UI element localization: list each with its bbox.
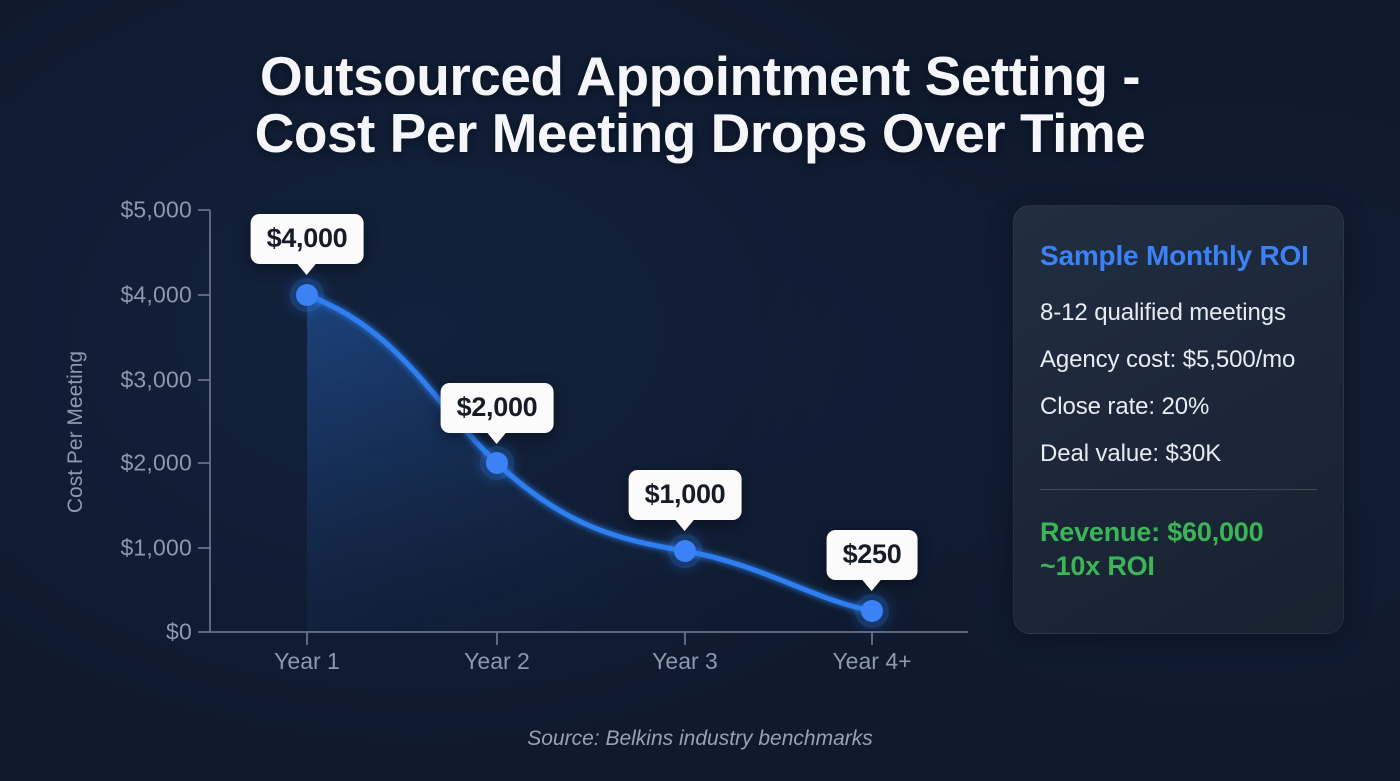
marker-year-1[interactable] <box>296 284 318 306</box>
chart-plot-svg <box>198 209 968 645</box>
y-axis-title: Cost Per Meeting <box>64 350 87 514</box>
data-label-year-4-plus: $250 <box>826 530 918 591</box>
y-tick-label: $2,000 <box>120 449 192 476</box>
page-title-line-1: Outsourced Appointment Setting - <box>259 45 1141 107</box>
line-chart: $5,000 $4,000 $3,000 $2,000 $1,000 $0 Co… <box>64 196 968 674</box>
y-tick-label: $3,000 <box>120 366 192 393</box>
y-tick-label: $5,000 <box>120 196 192 223</box>
x-tick-label-year-1: Year 1 <box>274 648 340 674</box>
chart-line-series <box>304 292 875 614</box>
roi-stat-agency-cost: Agency cost: $5,500/mo <box>1040 346 1296 373</box>
y-tick-label: $0 <box>166 618 192 645</box>
x-tick-label-year-2: Year 2 <box>464 648 530 674</box>
marker-year-4-plus[interactable] <box>861 600 883 622</box>
marker-year-2[interactable] <box>486 452 508 474</box>
data-label-year-2: $2,000 <box>440 383 554 444</box>
chart-markers <box>290 278 889 628</box>
x-axis <box>210 631 968 645</box>
data-label-year-1: $4,000 <box>250 214 364 275</box>
x-tick-label-year-3: Year 3 <box>652 648 718 674</box>
roi-stat-meetings: 8-12 qualified meetings <box>1040 299 1286 326</box>
chart-area-fill <box>307 295 872 632</box>
marker-year-3[interactable] <box>674 540 696 562</box>
roi-panel-title: Sample Monthly ROI <box>1040 240 1309 271</box>
sample-monthly-roi-panel: Sample Monthly ROI 8-12 qualified meetin… <box>1013 205 1344 634</box>
x-tick-label-year-4-plus: Year 4+ <box>832 648 912 674</box>
roi-revenue-highlight: Revenue: $60,000 <box>1040 517 1264 547</box>
source-caption: Source: Belkins industry benchmarks <box>527 727 873 750</box>
roi-panel-divider <box>1040 489 1317 490</box>
page-title-line-2: Cost Per Meeting Drops Over Time <box>254 102 1146 165</box>
y-axis <box>198 209 211 633</box>
data-label-year-3: $1,000 <box>628 470 742 531</box>
roi-stat-deal-value: Deal value: $30K <box>1040 440 1222 467</box>
y-tick-label: $4,000 <box>120 281 192 308</box>
roi-multiple-highlight: ~10x ROI <box>1040 550 1155 581</box>
y-tick-label: $1,000 <box>120 534 192 561</box>
roi-stat-close-rate: Close rate: 20% <box>1040 393 1210 420</box>
page-title: Outsourced Appointment Setting - Cost Pe… <box>0 45 1400 165</box>
